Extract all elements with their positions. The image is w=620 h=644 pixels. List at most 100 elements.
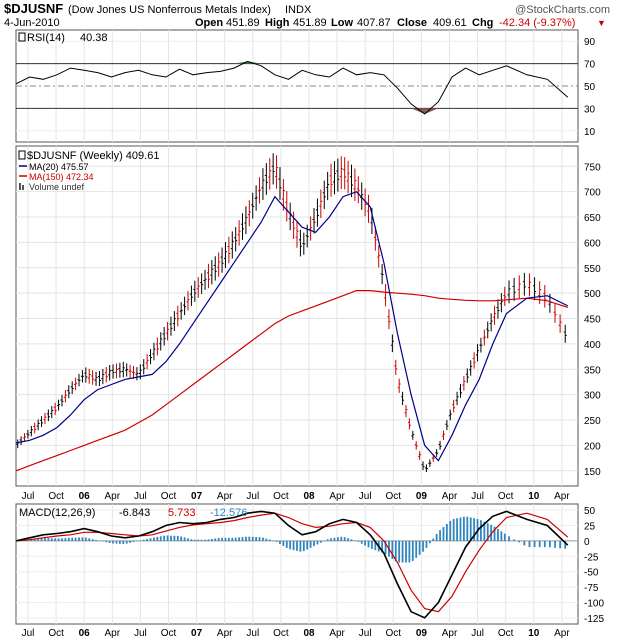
macd-histogram-bar: [193, 539, 196, 541]
macd-histogram-bar: [513, 539, 516, 541]
macd-histogram-bar: [449, 520, 452, 541]
x-tick-label: Jul: [471, 628, 484, 639]
macd-histogram-bar: [452, 519, 455, 541]
price-y-tick: 650: [584, 213, 601, 224]
macd-histogram-bar: [78, 537, 80, 541]
rsi-oversold-fill: [16, 108, 568, 114]
macd-histogram-bar: [153, 537, 155, 541]
rsi-y-tick: 50: [584, 82, 596, 93]
macd-histogram-bar: [408, 540, 411, 563]
macd-histogram-bar: [200, 539, 203, 541]
macd-signal-line: [15, 512, 569, 613]
chg-down-arrow-icon: ▼: [597, 18, 606, 28]
macd-histogram-bar: [262, 537, 264, 541]
close-label: Close: [397, 17, 427, 29]
macd-y-tick: 50: [584, 506, 596, 517]
macd-histogram-bar: [129, 540, 132, 543]
price-y-tick: 400: [584, 340, 601, 351]
x-tick-label: 10: [528, 491, 540, 502]
macd-histogram-bar: [238, 537, 240, 541]
volume-legend-swatch-2: [22, 185, 24, 190]
macd-panel-frame: [15, 503, 579, 625]
macd-histogram-bar: [401, 540, 404, 563]
macd-histogram-bar: [67, 537, 70, 541]
macd-histogram-bar: [275, 540, 278, 542]
macd-histogram-bar: [54, 538, 57, 541]
x-tick-label: 07: [191, 628, 203, 639]
price-y-tick: 500: [584, 289, 601, 300]
watermark: @StockCharts.com: [515, 4, 610, 16]
ma150-legend-label: MA(150) 472.34: [29, 172, 94, 182]
macd-histogram-bar: [559, 540, 562, 549]
macd-histogram-bar: [231, 537, 234, 541]
macd-histogram-bar: [156, 536, 159, 541]
x-tick-label: Apr: [105, 628, 121, 639]
macd-histogram-bar: [508, 536, 510, 541]
macd-histogram-bar: [139, 540, 142, 542]
x-tick-label: Apr: [442, 628, 458, 639]
low-label: Low: [331, 17, 353, 29]
macd-histogram-bar: [214, 538, 217, 541]
macd-histogram-bar: [115, 540, 118, 544]
x-tick-label: Apr: [442, 491, 458, 502]
macd-histogram-bar: [384, 540, 387, 555]
macd-histogram-bar: [422, 540, 424, 552]
macd-line: [15, 510, 569, 619]
macd-y-tick: -100: [584, 598, 604, 609]
rsi-legend-value: 40.38: [80, 32, 108, 44]
macd-histogram-bar: [112, 540, 114, 544]
macd-histogram-bar: [480, 520, 482, 541]
x-tick-label: Jul: [246, 491, 259, 502]
date-label: 4-Jun-2010: [4, 17, 60, 29]
ma150-line: [15, 290, 568, 472]
close-value: 409.61: [433, 17, 467, 29]
macd-histogram-bar: [245, 536, 247, 541]
price-y-tick: 550: [584, 264, 601, 275]
macd-histogram-bar: [503, 533, 506, 541]
rsi-panel: 90 70 50 30 10: [15, 37, 596, 138]
macd-histogram-bar: [486, 523, 489, 541]
macd-histogram-bar: [374, 540, 377, 551]
x-axis-bottom: Jul Oct 06 Apr Jul Oct 07 Apr Jul Oct 08 Apr Jul Oct 0…: [22, 628, 571, 639]
macd-histogram-bar: [40, 538, 43, 541]
macd-histogram-bar: [309, 540, 312, 548]
macd-histogram-bar: [364, 540, 367, 546]
price-y-tick: 250: [584, 416, 601, 427]
rsi-y-tick: 30: [584, 104, 596, 115]
macd-histogram-bar: [88, 538, 91, 541]
macd-histogram-bar: [538, 540, 541, 548]
macd-histogram-bar: [357, 540, 360, 542]
macd-legend-signal: 5.733: [168, 507, 196, 519]
x-tick-label: Oct: [386, 491, 402, 502]
macd-histogram-bar: [173, 535, 176, 541]
macd-histogram-bar: [224, 537, 227, 541]
x-tick-label: Jul: [359, 628, 372, 639]
macd-histogram-bar: [347, 538, 349, 541]
macd-histogram-bar: [61, 538, 63, 541]
macd-histogram-bar: [354, 540, 356, 541]
macd-histogram-bar: [483, 521, 486, 541]
x-tick-label: Oct: [161, 491, 177, 502]
macd-y-tick: -125: [584, 614, 604, 625]
macd-histogram-bar: [445, 524, 448, 541]
x-tick-label: Apr: [329, 628, 345, 639]
open-label: Open: [195, 17, 223, 29]
macd-histogram-bar: [91, 539, 94, 541]
macd-histogram-bar: [340, 536, 343, 541]
x-tick-label: Jul: [22, 628, 35, 639]
macd-histogram-bar: [268, 539, 271, 541]
macd-histogram-bar: [564, 540, 567, 549]
macd-histogram-bar: [289, 540, 292, 550]
macd-histogram-bar: [251, 536, 254, 541]
macd-histogram-bar: [234, 537, 237, 541]
rsi-line: [15, 60, 569, 115]
x-tick-label: Apr: [554, 491, 570, 502]
macd-histogram-bar: [323, 540, 326, 542]
macd-histogram-bar: [44, 537, 46, 541]
macd-histogram-bar: [258, 537, 261, 541]
macd-histogram-bar: [84, 537, 87, 541]
macd-legend-macd: -6.843: [119, 507, 150, 519]
rsi-y-tick: 70: [584, 60, 596, 71]
macd-histogram-bar: [255, 537, 258, 541]
